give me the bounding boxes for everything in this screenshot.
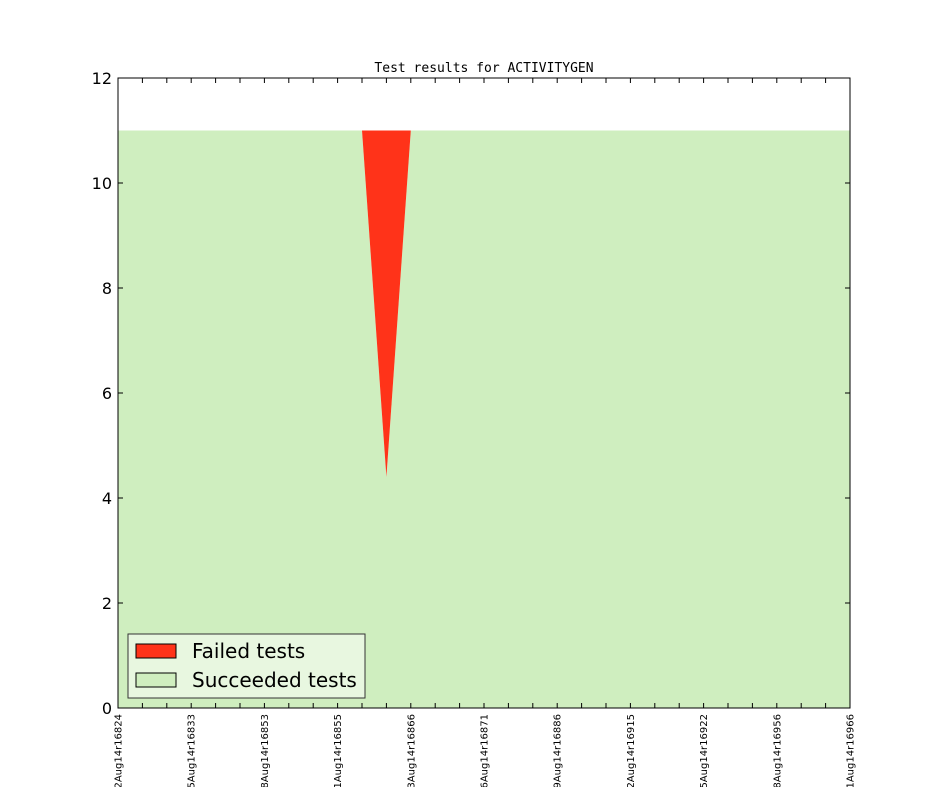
x-tick-label: 2Aug14r16824 — [114, 714, 125, 787]
x-tick-label: 3Aug14r16866 — [406, 714, 417, 787]
area-succeeded-tests — [118, 130, 850, 708]
legend-swatch — [135, 643, 177, 659]
x-tick-label: 1Aug14r16855 — [333, 714, 344, 787]
y-axis: 0 2 4 6 8 10 12 — [92, 69, 850, 718]
y-tick-label: 12 — [92, 69, 112, 88]
legend: Failed tests Succeeded tests — [127, 633, 366, 699]
y-tick-label: 10 — [92, 174, 112, 193]
y-tick-label: 6 — [102, 384, 112, 403]
x-tick-label: 8Aug14r16853 — [260, 714, 271, 787]
legend-swatch — [135, 672, 177, 688]
x-tick-label: 5Aug14r16922 — [699, 714, 710, 787]
x-tick-label: 2Aug14r16915 — [626, 714, 637, 787]
x-tick-label: 1Aug14r16966 — [846, 714, 857, 787]
plot-areas — [118, 130, 850, 708]
legend-label: Failed tests — [192, 639, 305, 663]
chart-title: Test results for ACTIVITYGEN — [374, 61, 593, 76]
y-tick-label: 8 — [102, 279, 112, 298]
legend-label: Succeeded tests — [192, 668, 357, 692]
x-tick-label: 8Aug14r16956 — [772, 714, 783, 787]
x-tick-label: 5Aug14r16833 — [187, 714, 198, 787]
x-tick-label: 9Aug14r16886 — [553, 714, 564, 787]
y-tick-label: 2 — [102, 594, 112, 613]
x-axis: 2Aug14r16824 5Aug14r16833 8Aug14r16853 1Aug… — [114, 78, 857, 787]
y-tick-label: 4 — [102, 489, 112, 508]
x-tick-label: 6Aug14r16871 — [480, 714, 491, 787]
y-tick-label: 0 — [102, 699, 112, 718]
